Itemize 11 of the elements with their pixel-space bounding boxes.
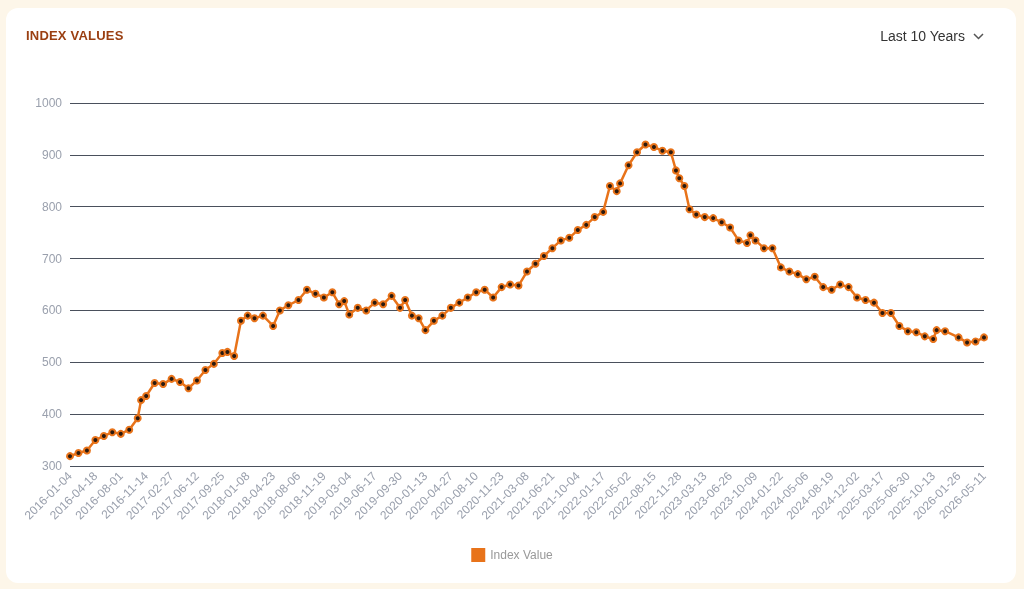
- y-tick-label: 300: [41, 459, 63, 473]
- y-tick-label: 500: [41, 355, 63, 370]
- legend-label: Index Value: [490, 548, 554, 562]
- y-tick-label: 600: [41, 303, 63, 318]
- y-tick-label: 1000: [35, 96, 63, 110]
- chart-title: INDEX VALUES: [26, 28, 124, 43]
- y-tick-label: 400: [41, 407, 63, 422]
- y-tick-label: 900: [41, 147, 63, 162]
- y-tick-label: 700: [41, 251, 63, 266]
- text: Last 10 Years: [880, 28, 965, 44]
- y-tick-label: 800: [41, 199, 63, 214]
